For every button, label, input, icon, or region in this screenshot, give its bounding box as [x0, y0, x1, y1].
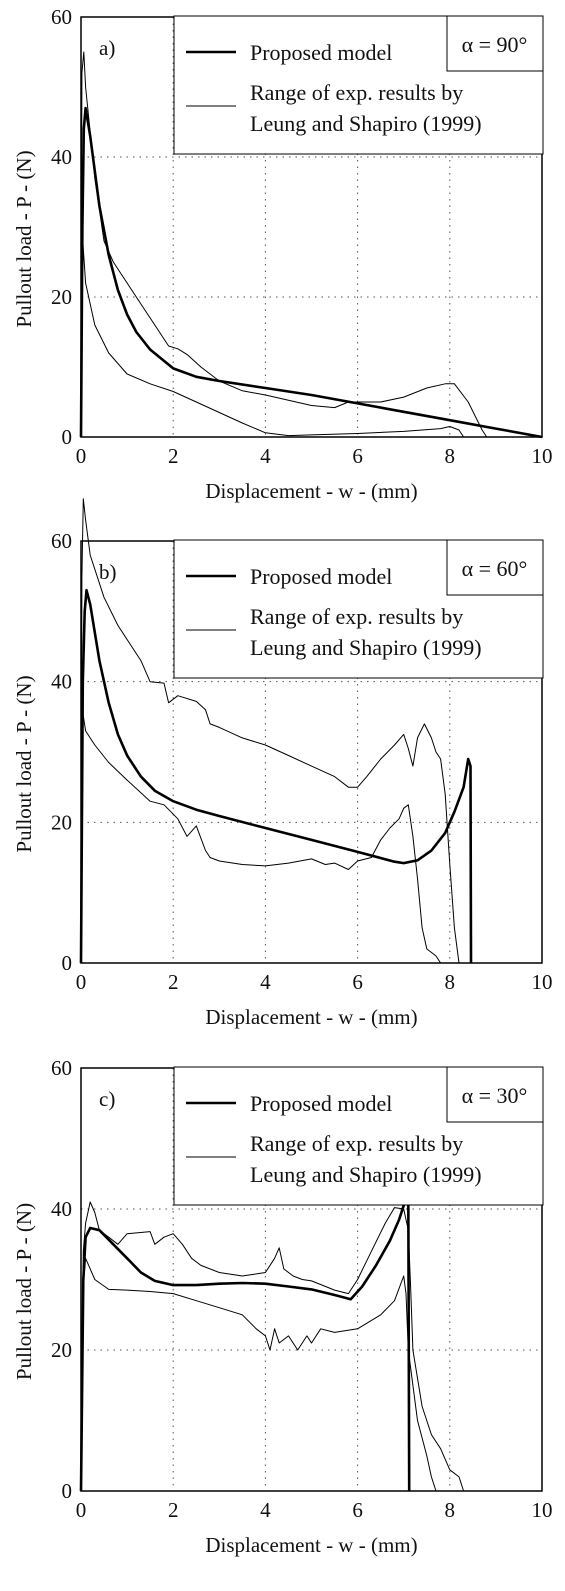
- x-tick-label: 4: [260, 444, 271, 468]
- y-tick-label: 0: [62, 425, 73, 449]
- legend-exp-label: Range of exp. results by Leung and Shapir…: [250, 1131, 482, 1187]
- panel-label: b): [99, 560, 117, 584]
- legend-exp-label-line: Range of exp. results by: [250, 604, 463, 629]
- x-axis-label: Displacement - w - (mm): [205, 1533, 417, 1557]
- x-tick-label: 0: [76, 1498, 87, 1522]
- angle-box: [446, 539, 544, 596]
- angle-label: α = 60°: [462, 556, 528, 581]
- legend-exp-label-line: Leung and Shapiro (1999): [250, 111, 482, 136]
- legend-exp-label: Range of exp. results by Leung and Shapir…: [250, 80, 482, 136]
- y-axis-label: Pullout load - P - (N): [12, 675, 36, 852]
- chart-panel-a: 0 2 4 6 8 10 0 20 40 60 Displacement - w - (mm) P…: [12, 5, 553, 503]
- model-curve: [79, 588, 473, 964]
- legend-model-label: Proposed model: [250, 564, 392, 589]
- x-tick-label: 8: [445, 970, 456, 994]
- x-tick-label: 6: [352, 444, 363, 468]
- y-tick-label: 0: [62, 1479, 73, 1503]
- x-tick-label: 2: [168, 1498, 179, 1522]
- x-tick-label: 6: [352, 1498, 363, 1522]
- chart-panel-b: 0 2 4 6 8 10 0 20 40 60 Displacement - w - (mm) P…: [12, 498, 553, 1029]
- model-curve: [79, 106, 543, 439]
- panel-label: c): [99, 1087, 115, 1111]
- y-tick-label: 60: [51, 5, 72, 29]
- tick-labels: 0 2 4 6 8 10 0 20 40 60: [51, 5, 553, 468]
- legend-model-label: Proposed model: [250, 40, 392, 65]
- angle-label: α = 90°: [462, 32, 528, 57]
- x-tick-label: 10: [532, 444, 553, 468]
- x-axis-label: Displacement - w - (mm): [205, 479, 417, 503]
- legend: Proposed model Range of exp. results by L…: [173, 15, 544, 155]
- grid: [81, 17, 542, 437]
- series-layer: [79, 1193, 465, 1492]
- series-layer: [79, 51, 543, 439]
- y-tick-label: 60: [51, 529, 72, 553]
- x-tick-label: 0: [76, 444, 87, 468]
- y-tick-label: 20: [51, 810, 72, 834]
- experimental-range-curve-1: [80, 1201, 465, 1492]
- legend-exp-label: Range of exp. results by Leung and Shapir…: [250, 604, 482, 660]
- y-tick-label: 40: [51, 1197, 72, 1221]
- y-tick-label: 0: [62, 951, 73, 975]
- chart-panel-c: 0 2 4 6 8 10 0 20 40 60 Displacement - w - (mm) P…: [12, 1056, 553, 1557]
- y-tick-label: 40: [51, 670, 72, 694]
- grid: [81, 1068, 542, 1491]
- grid: [81, 541, 542, 963]
- y-axis-label: Pullout load - P - (N): [12, 150, 36, 327]
- tick-labels: 0 2 4 6 8 10 0 20 40 60: [51, 1056, 553, 1522]
- y-tick-label: 40: [51, 145, 72, 169]
- x-tick-label: 4: [260, 970, 271, 994]
- experimental-range-curve-1: [80, 498, 460, 964]
- experimental-range-curve-2: [80, 240, 465, 438]
- x-tick-label: 2: [168, 970, 179, 994]
- panel-label: a): [99, 36, 115, 60]
- x-tick-label: 10: [532, 1498, 553, 1522]
- x-tick-label: 4: [260, 1498, 271, 1522]
- x-tick-label: 6: [352, 970, 363, 994]
- angle-label: α = 30°: [462, 1083, 528, 1108]
- x-tick-label: 10: [532, 970, 553, 994]
- y-tick-label: 60: [51, 1056, 72, 1080]
- angle-box: [446, 15, 544, 72]
- x-axis-label: Displacement - w - (mm): [205, 1005, 417, 1029]
- x-tick-label: 8: [445, 444, 456, 468]
- angle-box: [446, 1066, 544, 1123]
- legend-exp-label-line: Leung and Shapiro (1999): [250, 635, 482, 660]
- series-layer: [79, 498, 473, 964]
- y-axis-label: Pullout load - P - (N): [12, 1203, 36, 1380]
- x-tick-label: 2: [168, 444, 179, 468]
- legend-exp-label-line: Range of exp. results by: [250, 1131, 463, 1156]
- x-tick-label: 0: [76, 970, 87, 994]
- legend-exp-label-line: Range of exp. results by: [250, 80, 463, 105]
- model-curve: [79, 1193, 411, 1492]
- legend-exp-label-line: Leung and Shapiro (1999): [250, 1162, 482, 1187]
- experimental-range-curve-2: [80, 709, 442, 964]
- y-tick-label: 20: [51, 1338, 72, 1362]
- experimental-range-curve-2: [80, 1257, 437, 1492]
- experimental-range-curve-1: [80, 51, 488, 438]
- y-tick-label: 20: [51, 285, 72, 309]
- tick-labels: 0 2 4 6 8 10 0 20 40 60: [51, 529, 553, 994]
- legend-model-label: Proposed model: [250, 1091, 392, 1116]
- x-tick-label: 8: [445, 1498, 456, 1522]
